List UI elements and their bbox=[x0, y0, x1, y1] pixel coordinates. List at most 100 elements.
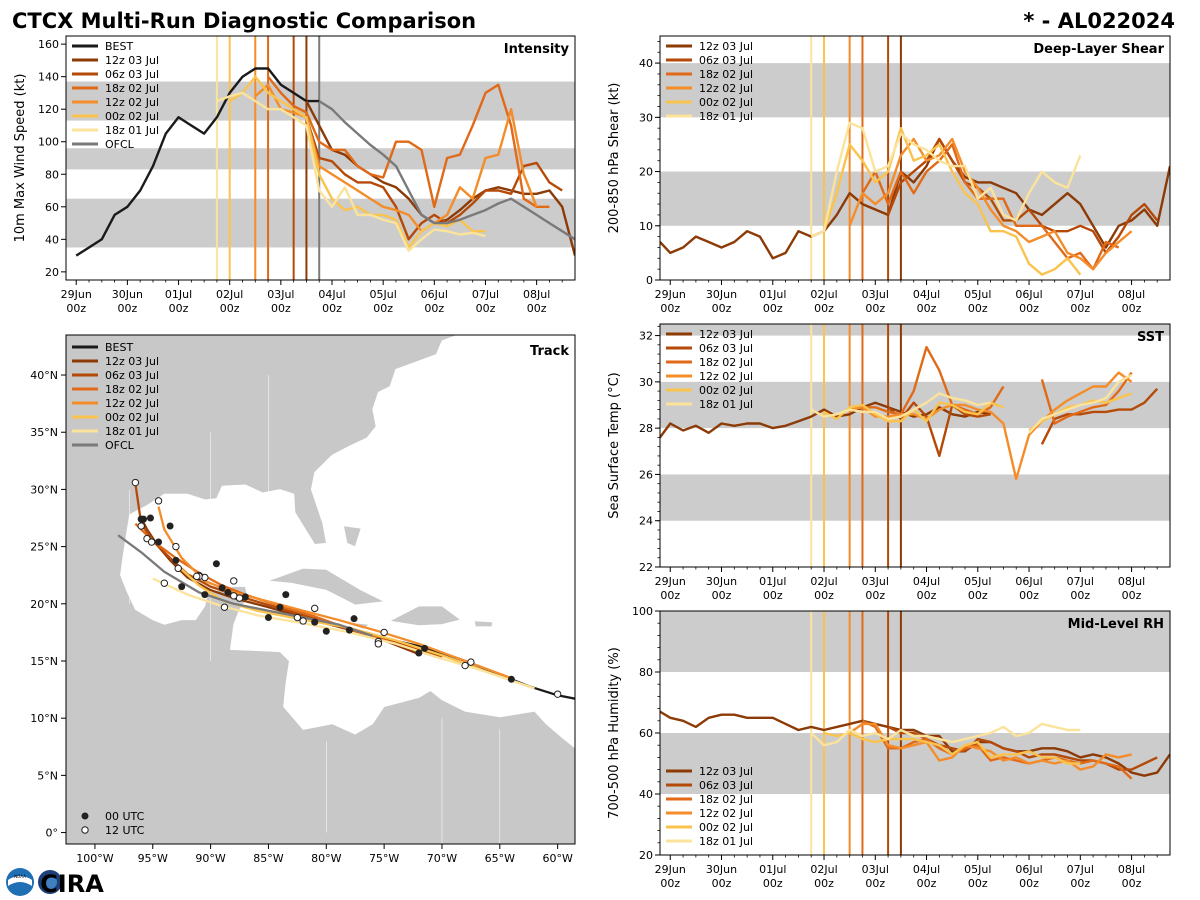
series-line-18z-01-jul bbox=[810, 121, 1082, 238]
series-line-ofcl bbox=[318, 100, 575, 241]
y-axis-label: 10m Max Wind Speed (kt) bbox=[13, 74, 28, 243]
land-continent bbox=[66, 335, 575, 844]
x-tick-label: 00z bbox=[66, 302, 86, 315]
x-tick-label: 07Jul bbox=[1067, 575, 1094, 588]
panel-title: Mid-Level RH bbox=[1068, 617, 1164, 632]
track-point-12utc bbox=[467, 658, 475, 666]
x-tick-label: 06Jul bbox=[1015, 575, 1042, 588]
y-tick-label: 26 bbox=[639, 468, 653, 481]
plot-frame bbox=[65, 334, 576, 845]
track-point-12utc bbox=[172, 542, 180, 551]
track-point-00utc bbox=[155, 538, 163, 546]
x-tick-label: 05Jul bbox=[964, 863, 991, 876]
y-tick-label: 80 bbox=[45, 168, 59, 181]
map-area bbox=[66, 335, 575, 844]
track-point-12utc bbox=[160, 579, 169, 587]
y-tick-label: 30 bbox=[639, 376, 653, 389]
panel-title: Track bbox=[530, 344, 569, 359]
track-point-00utc bbox=[507, 675, 515, 683]
x-tick-label: 30Jun bbox=[112, 288, 143, 301]
track-point-00utc bbox=[350, 615, 358, 623]
legend-label: OFCL bbox=[105, 439, 135, 452]
track-point-12utc bbox=[553, 690, 562, 698]
y-tick-label: 0° bbox=[46, 827, 59, 840]
track-point-00utc bbox=[172, 556, 180, 564]
series-line-00z-02-jul bbox=[229, 75, 486, 249]
x-tick-label: 03Jul bbox=[862, 575, 889, 588]
x-tick-label: 00z bbox=[476, 302, 496, 315]
track-point-12utc bbox=[374, 640, 383, 648]
x-tick-label: 03Jul bbox=[862, 288, 889, 301]
x-tick-label: 08Jul bbox=[1118, 288, 1145, 301]
shaded-band bbox=[660, 611, 1170, 672]
track-point-12utc bbox=[174, 564, 182, 573]
legend-label: 12z 02 Jul bbox=[105, 397, 159, 410]
series-line-18z-02-jul bbox=[1040, 371, 1133, 425]
shaded-band bbox=[660, 324, 1170, 336]
y-tick-label: 0 bbox=[646, 274, 653, 287]
y-tick-label: 160 bbox=[38, 38, 59, 51]
x-tick-label: 75°W bbox=[369, 852, 399, 865]
track-point-12utc bbox=[299, 617, 307, 625]
track-point-12utc bbox=[193, 572, 201, 581]
x-tick-label: 70°W bbox=[427, 852, 457, 865]
track-point-12utc bbox=[230, 577, 238, 585]
x-tick-label: 01Jul bbox=[759, 575, 786, 588]
x-tick-label: 00z bbox=[763, 302, 783, 315]
series-line-18z-02-jul bbox=[861, 143, 1120, 271]
x-tick-label: 80°W bbox=[311, 852, 341, 865]
x-tick-label: 01Jul bbox=[759, 288, 786, 301]
legend-label: 12z 03 Jul bbox=[699, 765, 753, 778]
track-point-00utc bbox=[146, 514, 154, 522]
legend-label: 12z 02 Jul bbox=[699, 82, 753, 95]
legend-label: 18z 01 Jul bbox=[699, 398, 753, 411]
legend-marker-12utc bbox=[81, 826, 89, 834]
track-point-00utc bbox=[241, 593, 249, 601]
legend-label: 12 UTC bbox=[105, 824, 145, 837]
legend-label: 12z 03 Jul bbox=[699, 328, 753, 341]
legend-label: 06z 03 Jul bbox=[699, 342, 753, 355]
shaded-band bbox=[66, 198, 575, 248]
x-tick-label: 02Jul bbox=[810, 288, 837, 301]
track-point-12utc bbox=[230, 592, 238, 600]
plot-frame bbox=[659, 323, 1171, 568]
x-tick-label: 00z bbox=[220, 302, 240, 315]
track-point-00utc bbox=[212, 560, 220, 568]
x-tick-label: 00z bbox=[712, 589, 732, 602]
panel-title: Intensity bbox=[504, 42, 570, 57]
x-tick-label: 29Jun bbox=[655, 575, 686, 588]
series-line-18z-01-jul bbox=[1028, 373, 1133, 434]
y-tick-label: 20 bbox=[45, 266, 59, 279]
x-tick-label: 00z bbox=[814, 589, 834, 602]
x-tick-label: 00z bbox=[917, 877, 937, 890]
y-tick-label: 120 bbox=[38, 103, 59, 116]
y-tick-label: 40 bbox=[639, 57, 653, 70]
y-tick-label: 20 bbox=[639, 166, 653, 179]
x-tick-label: 00z bbox=[712, 302, 732, 315]
track-point-00utc bbox=[137, 515, 145, 523]
series-line-06z-03-jul bbox=[1040, 387, 1159, 445]
x-tick-label: 07Jul bbox=[1067, 863, 1094, 876]
legend-label: 18z 01 Jul bbox=[699, 110, 753, 123]
legend-label: 00 UTC bbox=[105, 810, 145, 823]
y-tick-label: 28 bbox=[639, 422, 653, 435]
x-tick-label: 00z bbox=[1019, 877, 1039, 890]
legend-label: 18z 01 Jul bbox=[105, 425, 159, 438]
x-tick-label: 00z bbox=[1019, 302, 1039, 315]
x-tick-label: 00z bbox=[271, 302, 291, 315]
x-tick-label: 02Jul bbox=[216, 288, 243, 301]
legend-label: 06z 03 Jul bbox=[699, 779, 753, 792]
series-line-12z-03-jul bbox=[660, 710, 1170, 777]
track-point-00utc bbox=[415, 649, 423, 657]
x-tick-label: 95°W bbox=[138, 852, 168, 865]
x-tick-label: 65°W bbox=[485, 852, 515, 865]
x-tick-label: 07Jul bbox=[472, 288, 499, 301]
x-tick-label: 04Jul bbox=[913, 288, 940, 301]
legend-label: 12z 03 Jul bbox=[699, 40, 753, 53]
legend-label: 18z 01 Jul bbox=[699, 835, 753, 848]
x-tick-label: 00z bbox=[917, 589, 937, 602]
track-point-12utc bbox=[311, 604, 319, 613]
x-tick-label: 06Jul bbox=[421, 288, 448, 301]
noaa-logo-text: NOAA bbox=[14, 874, 26, 879]
x-tick-label: 00z bbox=[527, 302, 547, 315]
